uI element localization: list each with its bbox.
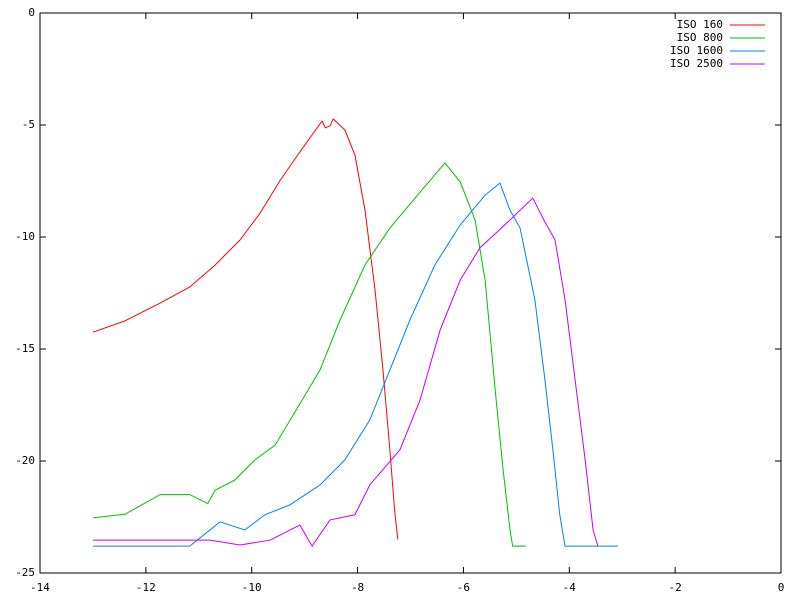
legend-label: ISO 2500 xyxy=(670,57,723,70)
x-tick-label: -4 xyxy=(563,581,577,594)
y-tick-label: -15 xyxy=(15,342,35,355)
series-line xyxy=(92,197,599,548)
x-tick-label: -2 xyxy=(669,581,682,594)
x-tick-label: -12 xyxy=(136,581,156,594)
y-tick-label: -5 xyxy=(22,118,35,131)
y-tick-label: -20 xyxy=(15,454,35,467)
y-tick-label: -25 xyxy=(15,566,35,579)
series-line xyxy=(92,162,526,547)
y-tick-label: 0 xyxy=(28,6,35,19)
legend-label: ISO 1600 xyxy=(670,44,723,57)
x-tick-label: -14 xyxy=(30,581,50,594)
series-line xyxy=(92,182,618,547)
x-tick-label: -10 xyxy=(242,581,262,594)
x-tick-label: 0 xyxy=(778,581,785,594)
plot-frame xyxy=(39,12,782,574)
legend-label: ISO 160 xyxy=(677,18,723,31)
series-line xyxy=(92,118,399,540)
y-tick-label: -10 xyxy=(15,230,35,243)
x-tick-label: -6 xyxy=(457,581,470,594)
x-tick-label: -8 xyxy=(351,581,364,594)
legend-label: ISO 800 xyxy=(677,31,723,44)
